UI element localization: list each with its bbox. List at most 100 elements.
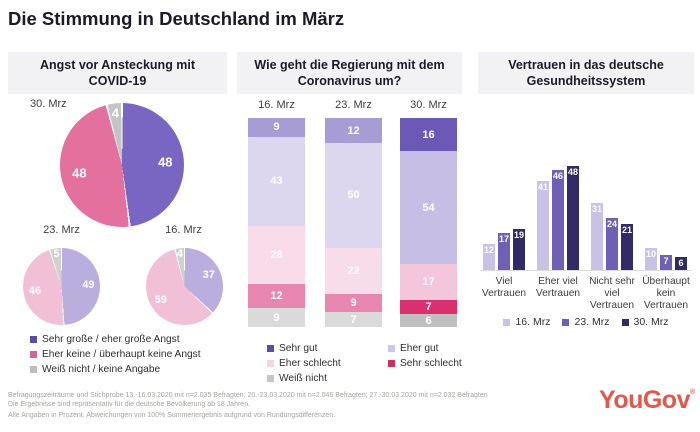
stack-column-header: 16. Mrz bbox=[258, 99, 295, 111]
trust-legend: 16. Mrz 23. Mrz 30. Mrz bbox=[478, 316, 694, 328]
stack-segment-wei-nicht: 6 bbox=[400, 314, 457, 327]
legend-swatch bbox=[30, 336, 37, 343]
pie-value-label: 59 bbox=[154, 293, 167, 306]
bar-value-label: 31 bbox=[591, 204, 602, 214]
legend-label: Sehr gut bbox=[279, 343, 318, 354]
bar-value-label: 6 bbox=[678, 258, 684, 268]
bar-value-label: 12 bbox=[483, 245, 494, 255]
stack-segment-wei-nicht: 9 bbox=[248, 308, 305, 327]
legend-swatch bbox=[267, 360, 274, 367]
panel-title-trust: Vertrauen in das deutsche Gesundheitssys… bbox=[478, 52, 694, 94]
pie-16 bbox=[145, 247, 223, 325]
bar-30-cat2: 21 bbox=[621, 224, 633, 270]
category-label: Überhaupt kein Vertrauen bbox=[642, 276, 690, 312]
bar-value-label: 10 bbox=[645, 249, 656, 259]
legend-swatch bbox=[388, 345, 395, 352]
pie-value-label: 5 bbox=[53, 247, 60, 260]
yougov-logo-text: YouGov bbox=[599, 386, 690, 414]
legend-item: Sehr große / eher große Angst bbox=[30, 334, 201, 345]
legend-swatch bbox=[267, 375, 274, 382]
legend-swatch bbox=[503, 318, 511, 326]
legend-swatch bbox=[562, 318, 570, 326]
legend-label: Sehr große / eher große Angst bbox=[42, 334, 180, 345]
pie-30 bbox=[60, 103, 184, 227]
footnote-repr: Die Ergebnisse sind repräsentativ für di… bbox=[8, 401, 251, 408]
registered-mark: ® bbox=[689, 389, 695, 396]
pie-value-label: 49 bbox=[82, 279, 95, 292]
bar-value-label: 19 bbox=[513, 230, 524, 240]
pie-date-label: 16. Mrz bbox=[165, 224, 202, 236]
legend-item: Sehr schlecht bbox=[388, 358, 462, 369]
bar-value-label: 17 bbox=[498, 234, 509, 244]
bar-23-cat2: 24 bbox=[606, 218, 618, 270]
legend-item: Eher keine / überhaupt keine Angst bbox=[30, 349, 201, 360]
stack-column-header: 23. Mrz bbox=[335, 99, 372, 111]
legend-swatch bbox=[621, 318, 629, 326]
pie-value-label: 48 bbox=[72, 165, 87, 181]
legend-swatch bbox=[30, 351, 37, 358]
legend-label: Sehr schlecht bbox=[400, 358, 462, 369]
category-label: Eher viel Vertrauen bbox=[535, 276, 581, 300]
legend-label: Eher gut bbox=[400, 343, 439, 354]
legend-item: Eher gut bbox=[388, 343, 439, 354]
pie-date-label: 23. Mrz bbox=[43, 224, 80, 236]
panel-title-fear: Angst vor Ansteckung mit COVID-19 bbox=[8, 52, 227, 94]
bar-23-cat3: 7 bbox=[660, 255, 672, 270]
legend-swatch bbox=[30, 366, 37, 373]
stack-segment-eher-gut: 50 bbox=[325, 143, 382, 248]
legend-label: Eher schlecht bbox=[279, 358, 341, 369]
legend-item: Eher schlecht bbox=[267, 358, 341, 369]
pie-value-label: 46 bbox=[28, 285, 42, 298]
legend-swatch bbox=[267, 345, 274, 352]
footnote-sample: Befragungszeiträume und Stichprobe 13.-1… bbox=[8, 392, 488, 399]
legend-item: 23. Mrz bbox=[562, 316, 610, 328]
pie-date-label: 30. Mrz bbox=[30, 98, 67, 110]
bar-value-label: 48 bbox=[567, 167, 578, 177]
legend-item: 30. Mrz bbox=[621, 316, 669, 328]
category-label: Nicht sehr viel Vertrauen bbox=[589, 276, 635, 312]
fear-legend: Sehr große / eher große Angst Eher keine … bbox=[30, 334, 201, 375]
legend-label: Weiß nicht / keine Angabe bbox=[42, 364, 161, 375]
bar-value-label: 41 bbox=[537, 182, 548, 192]
stack-segment-sehr-gut: 12 bbox=[325, 118, 382, 144]
x-axis-line bbox=[480, 270, 692, 271]
stack-column: 9 43 28 12 9 bbox=[248, 118, 305, 327]
bar-value-label: 24 bbox=[606, 219, 617, 229]
bar-30-cat3: 6 bbox=[675, 257, 687, 270]
stack-segment-eher-schlecht: 17 bbox=[400, 264, 457, 300]
pie-value-label: 4 bbox=[176, 247, 183, 260]
bar-23-cat1: 46 bbox=[552, 170, 564, 270]
legend-item: Weiß nicht / keine Angabe bbox=[30, 364, 201, 375]
bar-30-cat1: 48 bbox=[567, 166, 579, 270]
legend-swatch bbox=[388, 360, 395, 367]
stack-segment-sehr-schlecht: 7 bbox=[400, 299, 457, 315]
bar-30-cat0: 19 bbox=[513, 229, 525, 270]
legend-label: 23. Mrz bbox=[574, 316, 610, 328]
page-title: Die Stimmung in Deutschland im März bbox=[8, 8, 345, 29]
stack-column: 16 54 17 7 6 bbox=[400, 118, 457, 327]
stack-column-header: 30. Mrz bbox=[410, 99, 447, 111]
stack-segment-sehr-schlecht: 12 bbox=[248, 283, 305, 309]
bar-16-cat1: 41 bbox=[537, 181, 549, 270]
legend-label: 30. Mrz bbox=[633, 316, 669, 328]
stack-segment-sehr-gut: 16 bbox=[400, 118, 457, 152]
panel-title-government: Wie geht die Regierung mit dem Coronavir… bbox=[237, 52, 462, 94]
stack-segment-sehr-gut: 9 bbox=[248, 118, 305, 137]
stack-segment-eher-schlecht: 28 bbox=[248, 225, 305, 284]
legend-label: Weiß nicht bbox=[279, 373, 327, 384]
bar-16-cat2: 31 bbox=[591, 203, 603, 270]
pie-23 bbox=[23, 247, 100, 325]
pie-value-label: 37 bbox=[202, 269, 215, 282]
bar-value-label: 7 bbox=[663, 256, 669, 266]
yougov-logo: YouGov® bbox=[599, 386, 695, 415]
legend-item: Sehr gut bbox=[267, 343, 318, 354]
stack-column: 12 50 22 9 7 bbox=[325, 118, 382, 327]
legend-item: 16. Mrz bbox=[503, 316, 550, 328]
stack-segment-eher-gut: 43 bbox=[248, 136, 305, 226]
legend-label: Eher keine / überhaupt keine Angst bbox=[42, 349, 201, 360]
bar-16-cat0: 12 bbox=[483, 244, 495, 270]
